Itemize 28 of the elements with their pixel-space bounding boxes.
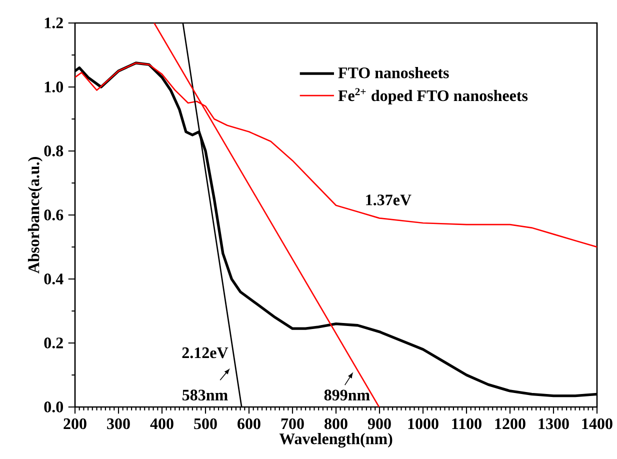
y-axis-title: Absorbance(a.u.) (28, 157, 42, 274)
x-tick-label: 400 (150, 418, 174, 430)
x-tick-label: 1200 (495, 418, 526, 430)
x-tick-label: 1400 (582, 418, 612, 430)
x-tick-label: 1300 (538, 418, 569, 430)
annotation: 899nm (324, 390, 370, 400)
annotation: 1.37eV (366, 194, 412, 206)
y-tick-label: 0.0 (44, 402, 64, 412)
annotation: 583nm (182, 390, 228, 400)
y-tick-label: 1.2 (44, 18, 63, 28)
x-tick-label: 1100 (452, 418, 482, 430)
y-tick-label: 1.0 (44, 82, 64, 92)
legend-label: Fe$^{2+}$ doped FTO nanosheets (338, 88, 528, 104)
x-tick-label: 600 (238, 418, 260, 430)
y-tick-label: 0.6 (44, 210, 64, 220)
x-tick-label: 800 (324, 418, 348, 430)
x-tick-label: 300 (107, 418, 130, 430)
x-tick-label: 900 (368, 418, 391, 430)
legend-label: FTO nanosheets (338, 66, 449, 78)
annotation: 2.12eV (182, 347, 228, 358)
y-tick-label: 0.4 (44, 274, 64, 284)
x-tick-label: 700 (281, 418, 304, 430)
x-tick-label: 200 (64, 418, 86, 430)
y-tick-label: 0.8 (44, 146, 64, 156)
x-tick-label: 1000 (408, 418, 438, 430)
x-tick-label: 500 (194, 418, 217, 430)
x-axis-title: Wavelength(nm) (279, 432, 392, 448)
y-tick-label: 0.2 (44, 338, 63, 348)
